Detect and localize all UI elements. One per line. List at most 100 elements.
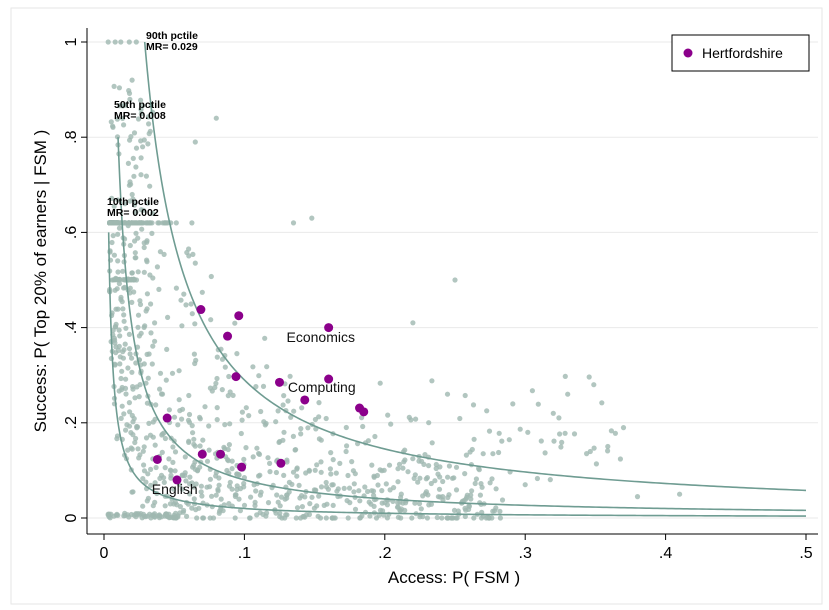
programme-point: [111, 83, 117, 89]
programme-point: [178, 297, 184, 303]
programme-point: [120, 355, 126, 361]
programme-point: [157, 370, 164, 376]
programme-point: [372, 433, 378, 440]
programme-point: [143, 435, 150, 441]
programme-point: [187, 491, 193, 497]
programme-point: [294, 466, 300, 472]
programme-point: [453, 464, 460, 470]
programme-point: [489, 476, 495, 482]
programme-point: [329, 515, 336, 521]
programme-point: [141, 468, 148, 474]
programme-point: [225, 458, 231, 464]
programme-point: [281, 393, 287, 399]
programme-point: [130, 196, 136, 202]
programme-point: [497, 515, 503, 521]
programme-point: [126, 514, 132, 520]
programme-point: [351, 489, 357, 495]
programme-point: [186, 419, 193, 425]
programme-point: [159, 449, 165, 455]
programme-point: [183, 478, 189, 484]
programme-point: [189, 311, 195, 317]
programme-point: [136, 220, 142, 226]
programme-point: [314, 462, 320, 468]
y-tick-label: .2: [63, 416, 80, 429]
programme-point: [119, 403, 125, 409]
programme-point: [254, 445, 260, 451]
programme-point: [118, 294, 124, 300]
programme-point: [169, 370, 176, 376]
programme-point: [318, 484, 325, 490]
programme-point: [275, 408, 281, 414]
programme-point: [432, 478, 438, 484]
programme-point: [132, 395, 138, 401]
programme-point: [122, 201, 128, 207]
programme-point: [118, 39, 124, 45]
programme-point: [132, 439, 138, 446]
programme-point: [429, 378, 435, 384]
programme-point: [316, 414, 322, 420]
programme-point: [221, 444, 227, 450]
curve-label-line1: 50th pctile: [114, 99, 166, 111]
programme-point: [113, 321, 119, 327]
hertfordshire-point: [276, 458, 286, 468]
programme-point: [199, 289, 205, 295]
programme-point: [187, 474, 193, 480]
hertfordshire-point: [223, 331, 233, 341]
programme-point: [490, 451, 496, 457]
programme-point: [444, 515, 450, 521]
programme-point: [138, 330, 144, 336]
programme-point: [258, 408, 264, 415]
programme-point: [162, 465, 168, 471]
programme-point: [309, 494, 315, 500]
programme-point: [152, 416, 158, 422]
programme-point: [337, 460, 343, 466]
programme-point: [248, 494, 254, 500]
programme-point: [356, 488, 362, 494]
programme-point: [313, 487, 319, 493]
programme-point: [213, 492, 219, 498]
hertfordshire-point: [275, 377, 284, 387]
programme-point: [383, 481, 389, 487]
programme-point: [219, 387, 225, 393]
subject-label: Economics: [287, 329, 355, 345]
curve-label-line2: MR= 0.008: [114, 110, 166, 122]
programme-point: [451, 475, 457, 481]
programme-point: [138, 97, 144, 103]
programme-point: [547, 477, 553, 483]
programme-point: [357, 498, 363, 504]
programme-point: [171, 486, 177, 492]
programme-point: [219, 356, 226, 362]
programme-point: [148, 301, 154, 307]
programme-point: [256, 451, 263, 457]
programme-point: [120, 115, 126, 121]
programme-point: [215, 488, 221, 494]
programme-point: [144, 291, 150, 297]
programme-point: [444, 391, 451, 397]
programme-point: [535, 401, 541, 407]
programme-point: [437, 494, 443, 500]
programme-point: [121, 318, 127, 324]
programme-point: [143, 479, 149, 485]
programme-point: [202, 404, 208, 410]
legend-label-hertfordshire: Hertfordshire: [702, 45, 783, 61]
programme-point: [183, 302, 189, 308]
programme-point: [214, 375, 220, 382]
programme-point: [129, 191, 135, 198]
programme-point: [121, 122, 127, 128]
programme-point: [542, 450, 548, 456]
programme-point: [193, 357, 199, 363]
programme-point: [318, 469, 324, 475]
programme-point: [241, 484, 247, 490]
programme-point: [477, 492, 483, 498]
programme-point: [256, 373, 262, 379]
programme-point: [164, 346, 170, 352]
programme-point: [182, 470, 188, 476]
programme-point: [105, 512, 111, 518]
programme-point: [293, 515, 299, 521]
programme-point: [109, 195, 115, 201]
programme-point: [529, 388, 536, 394]
programme-point: [150, 434, 156, 440]
programme-point: [254, 512, 260, 518]
programme-point: [137, 301, 144, 308]
programme-point: [471, 436, 477, 442]
